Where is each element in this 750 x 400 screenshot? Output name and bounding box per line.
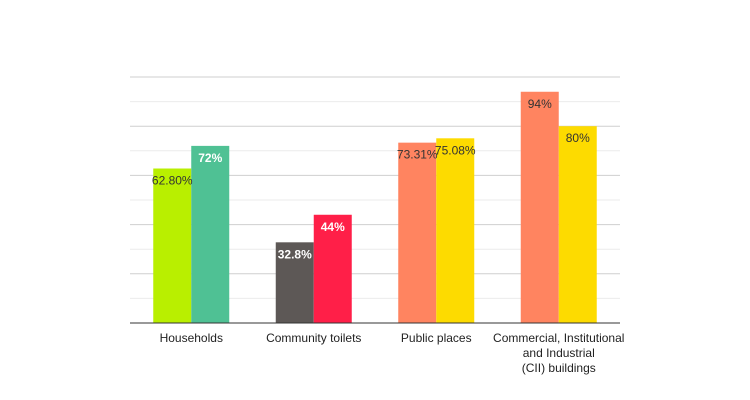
data-label: 80%: [566, 131, 590, 145]
bar: [275, 242, 314, 323]
data-label: 94%: [528, 97, 552, 111]
bar: [520, 91, 559, 323]
data-label: 62.80%: [152, 174, 193, 188]
bar: [153, 168, 192, 323]
bar-group: [153, 91, 597, 323]
data-labels: 62.80% 72% 32.8% 44% 73.31%75.08% 94% 80%: [152, 97, 590, 262]
category-label: Community toilets: [266, 331, 361, 345]
data-label: 44%: [321, 220, 345, 234]
category-labels: Households Community toilets Public places…: [160, 331, 625, 375]
bar: [398, 142, 437, 323]
bar: [191, 145, 230, 323]
bar: [436, 138, 475, 323]
data-label: 75.08%: [435, 143, 476, 157]
data-label: 73.31%: [397, 148, 438, 162]
category-label: Commercial, Institutional and Industrial(…: [493, 331, 624, 375]
data-label: 32.8%: [278, 247, 312, 261]
category-label: Public places: [401, 331, 472, 345]
data-label: 72%: [198, 151, 222, 165]
bar: [313, 214, 352, 323]
bar: [558, 126, 597, 323]
category-label: Households: [160, 331, 223, 345]
